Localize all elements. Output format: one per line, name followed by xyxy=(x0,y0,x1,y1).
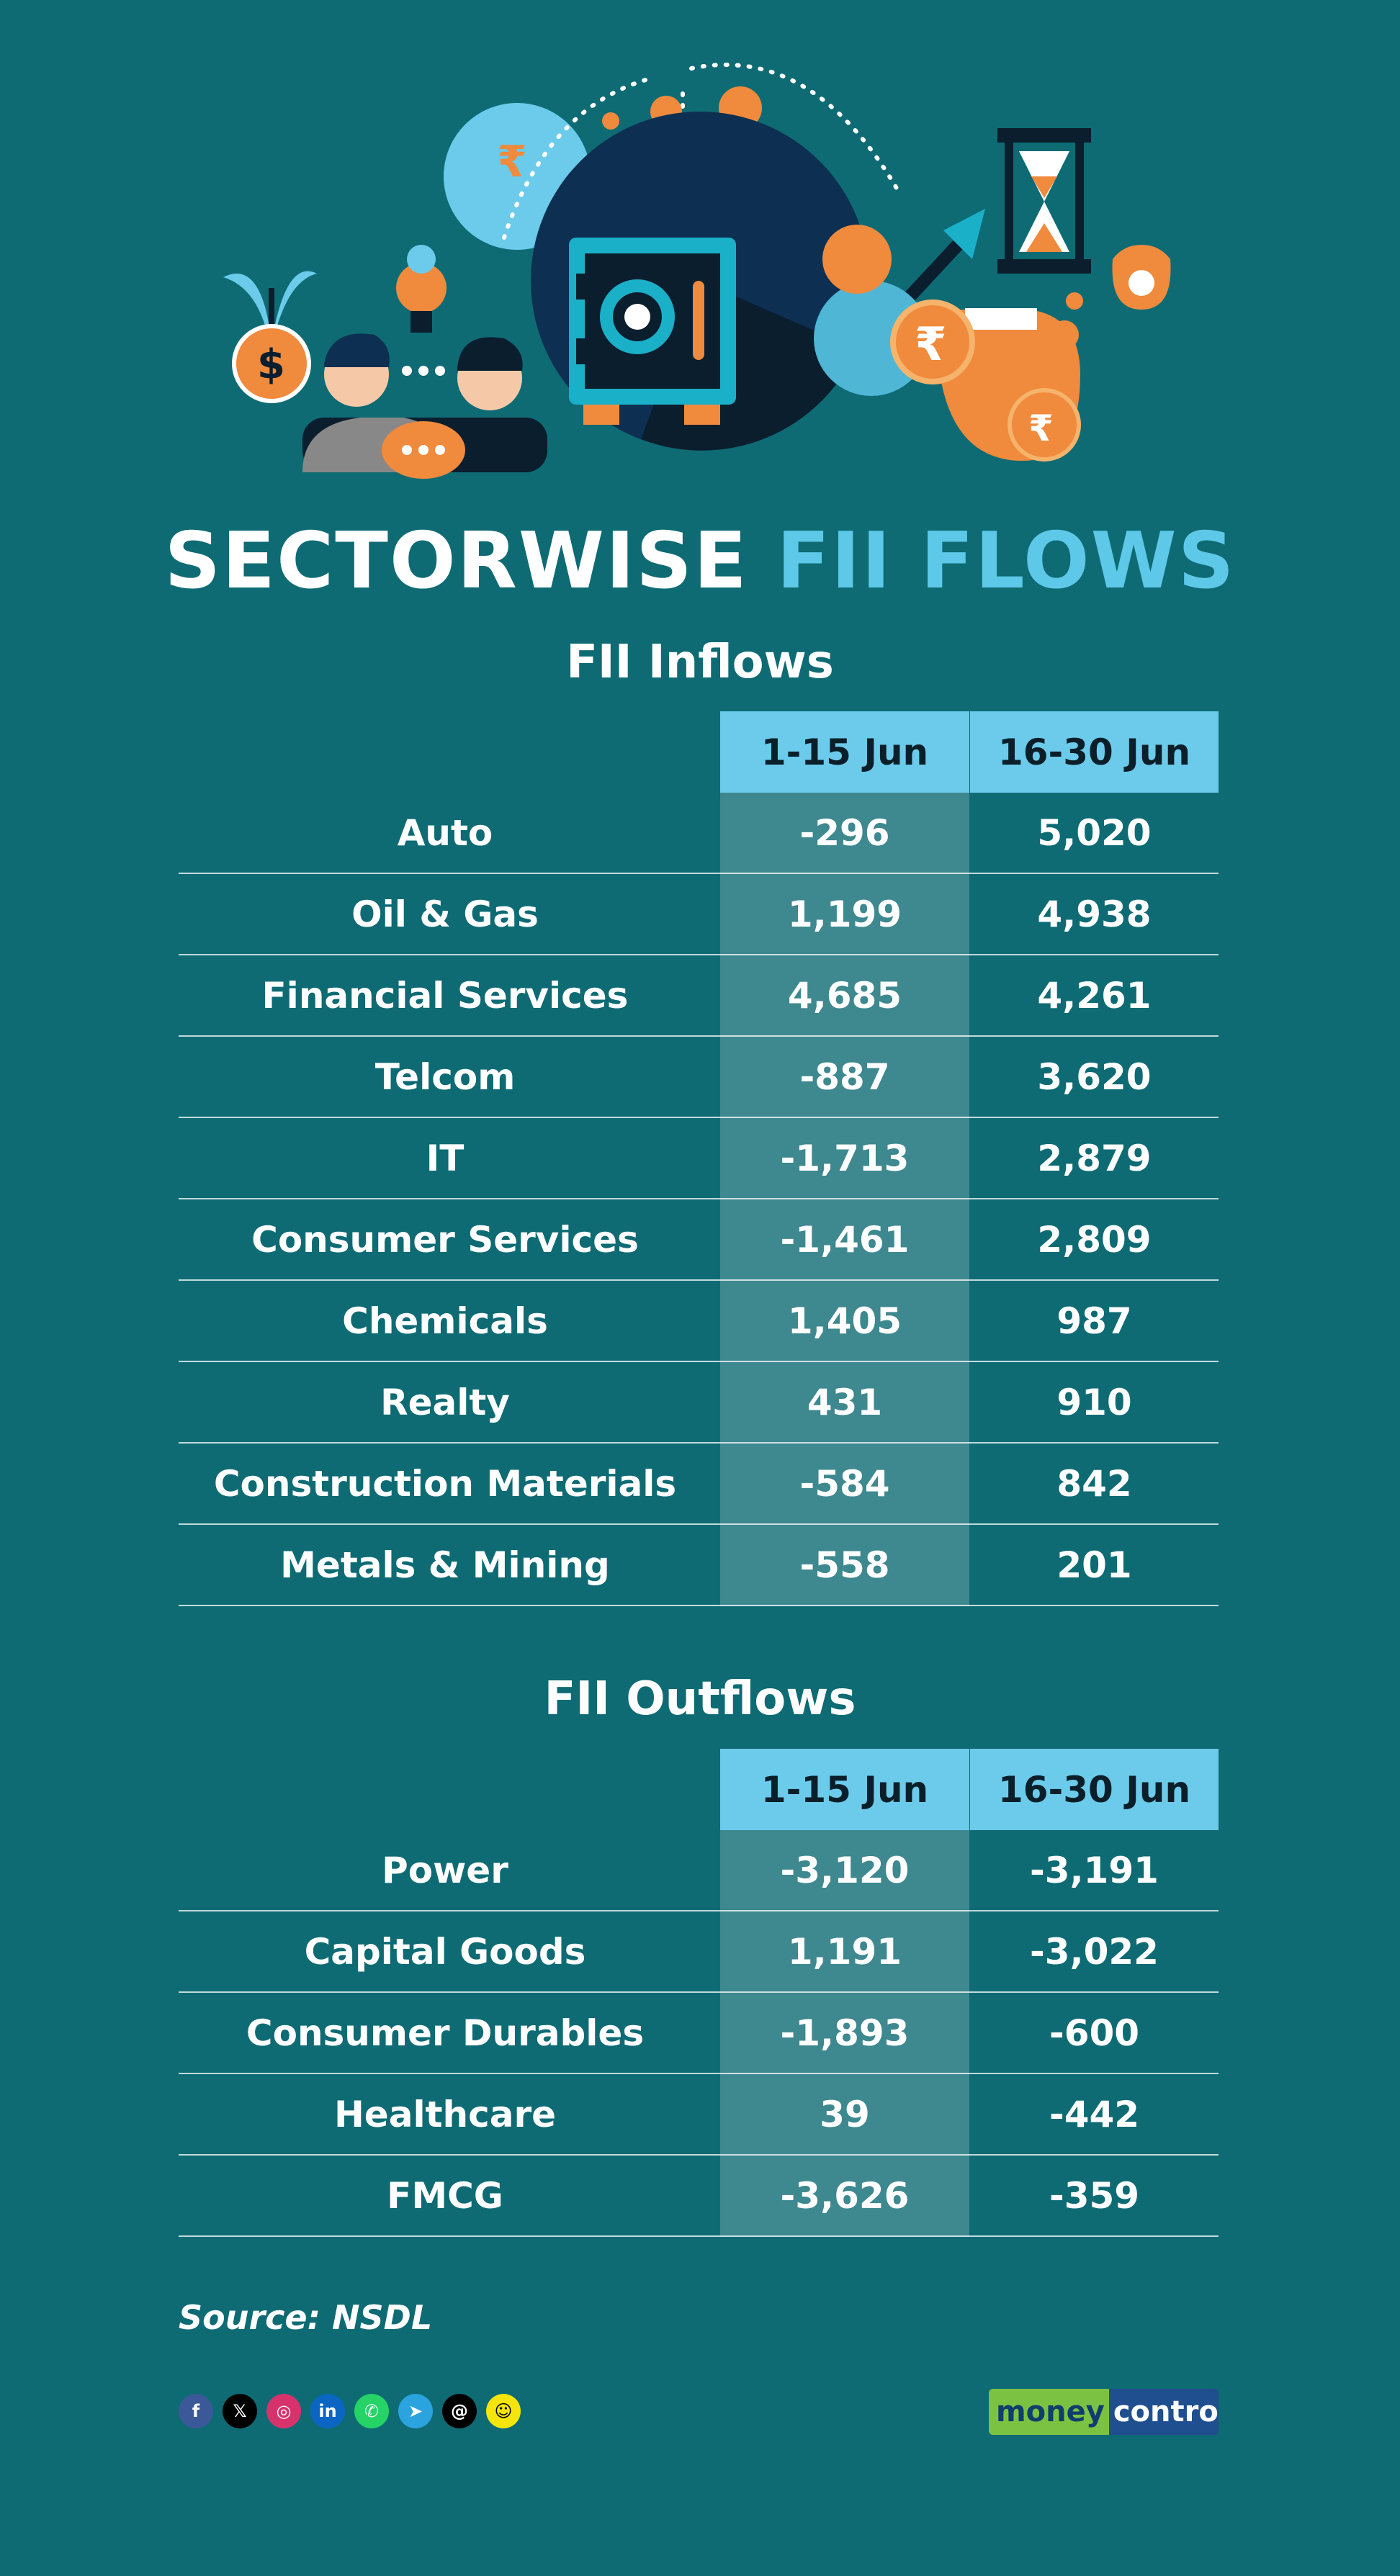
value-16-30-jun: 4,261 xyxy=(1037,974,1152,1017)
value-16-30-jun: 910 xyxy=(1056,1381,1132,1423)
row-label: FMCG xyxy=(387,2174,503,2217)
value-1-15-jun: -1,893 xyxy=(780,2012,910,2054)
table-row: Consumer Durables -1,893 -600 xyxy=(179,1993,1219,2074)
table-row: Healthcare 39 -442 xyxy=(179,2074,1219,2156)
row-label: Chemicals xyxy=(342,1300,548,1342)
outflows-table: 1-15 Jun 16-30 Jun Power -3,120 -3,191 Capi… xyxy=(179,1749,1219,2237)
value-1-15-jun: -1,713 xyxy=(780,1137,910,1179)
value-16-30-jun: 4,938 xyxy=(1037,893,1152,935)
value-16-30-jun: 842 xyxy=(1056,1462,1132,1505)
value-16-30-jun: -359 xyxy=(1049,2174,1140,2217)
row-label: Consumer Durables xyxy=(246,2012,645,2054)
value-16-30-jun: 2,879 xyxy=(1037,1137,1152,1179)
page-title-part1: SECTORWISE xyxy=(164,516,748,606)
hero-illustration: ₹ ₹ ₹ xyxy=(223,63,1171,479)
value-16-30-jun: 201 xyxy=(1056,1544,1132,1586)
snapchat-icon[interactable]: ☺ xyxy=(486,2394,521,2428)
rupee-coin-icon xyxy=(890,300,975,384)
table-row: Metals & Mining -558 201 xyxy=(179,1525,1219,1606)
value-1-15-jun: -558 xyxy=(799,1544,890,1586)
row-label: Telcom xyxy=(374,1055,516,1098)
facebook-icon[interactable]: f xyxy=(179,2394,213,2428)
row-label: Construction Materials xyxy=(213,1462,677,1505)
source-note: Source: NSDL xyxy=(179,2298,433,2337)
value-1-15-jun: -3,120 xyxy=(780,1849,910,1891)
value-16-30-jun: 2,809 xyxy=(1037,1218,1152,1261)
value-1-15-jun: 4,685 xyxy=(787,974,902,1017)
row-label: Realty xyxy=(380,1381,510,1423)
logo-part1: money xyxy=(989,2389,1109,2435)
inflows-title: FII Inflows xyxy=(566,636,834,689)
outflows-header-row: 1-15 Jun 16-30 Jun xyxy=(179,1749,1219,1830)
value-1-15-jun: -584 xyxy=(799,1462,890,1505)
value-1-15-jun: 1,405 xyxy=(787,1300,902,1342)
inflows-table: 1-15 Jun 16-30 Jun Auto -296 5,020 Oil & Ga… xyxy=(179,711,1219,1606)
row-label: Consumer Services xyxy=(251,1218,639,1261)
row-label: Metals & Mining xyxy=(280,1544,610,1586)
row-label: Capital Goods xyxy=(304,1930,586,1973)
threads-icon[interactable]: @ xyxy=(442,2394,477,2428)
value-1-15-jun: -1,461 xyxy=(780,1218,910,1261)
table-row: FMCG -3,626 -359 xyxy=(179,2156,1219,2237)
lightbulb-icon xyxy=(396,245,447,333)
value-1-15-jun: 431 xyxy=(807,1381,883,1423)
inflows-col-1-15-jun: 1-15 Jun xyxy=(720,711,969,793)
value-1-15-jun: -296 xyxy=(799,811,890,854)
table-row: Construction Materials -584 842 xyxy=(179,1444,1219,1525)
table-row: Chemicals 1,405 987 xyxy=(179,1281,1219,1362)
row-label: IT xyxy=(426,1137,465,1179)
outflows-col-16-30-jun: 16-30 Jun xyxy=(970,1749,1219,1830)
page-title-part2: FII FLOWS xyxy=(776,516,1236,606)
value-16-30-jun: 5,020 xyxy=(1037,811,1152,854)
table-row: Telcom -887 3,620 xyxy=(179,1037,1219,1118)
inflows-header-row: 1-15 Jun 16-30 Jun xyxy=(179,711,1219,793)
value-16-30-jun: -3,022 xyxy=(1030,1930,1159,1973)
people-icon xyxy=(302,333,547,479)
x-icon[interactable]: 𝕏 xyxy=(223,2394,257,2428)
table-row: Oil & Gas 1,199 4,938 xyxy=(179,874,1219,955)
svg-text:$: $ xyxy=(257,341,285,388)
value-16-30-jun: -442 xyxy=(1049,2093,1140,2135)
value-1-15-jun: 1,199 xyxy=(787,893,902,935)
svg-text:₹: ₹ xyxy=(1028,407,1054,449)
svg-text:₹: ₹ xyxy=(915,318,947,371)
inflows-body: Auto -296 5,020 Oil & Gas 1,199 4,938 Financia… xyxy=(179,793,1219,1606)
value-1-15-jun: 39 xyxy=(820,2093,870,2135)
whatsapp-icon[interactable]: ✆ xyxy=(354,2394,389,2428)
row-label: Auto xyxy=(397,811,493,854)
value-16-30-jun: 987 xyxy=(1056,1300,1132,1342)
hourglass-icon xyxy=(997,128,1091,274)
value-1-15-jun: -887 xyxy=(799,1055,890,1098)
value-1-15-jun: -3,626 xyxy=(780,2174,910,2217)
value-1-15-jun: 1,191 xyxy=(787,1930,902,1973)
outflows-body: Power -3,120 -3,191 Capital Goods 1,191 -3,02… xyxy=(179,1830,1219,2237)
table-row: Auto -296 5,020 xyxy=(179,793,1219,874)
instagram-icon[interactable]: ◎ xyxy=(266,2394,301,2428)
svg-text:₹: ₹ xyxy=(497,137,527,187)
table-row: Power -3,120 -3,191 xyxy=(179,1830,1219,1911)
table-row: IT -1,713 2,879 xyxy=(179,1118,1219,1199)
row-label: Power xyxy=(382,1849,508,1891)
inflows-col-16-30-jun: 16-30 Jun xyxy=(970,711,1219,793)
row-label: Oil & Gas xyxy=(351,893,539,935)
page-title: SECTORWISE FII FLOWS xyxy=(0,515,1400,608)
linkedin-icon[interactable]: in xyxy=(310,2394,345,2428)
logo-part2: control xyxy=(1108,2389,1219,2435)
value-16-30-jun: -600 xyxy=(1049,2012,1140,2054)
outflows-title: FII Outflows xyxy=(544,1672,856,1726)
money-bag-icon xyxy=(1112,245,1171,310)
row-label: Financial Services xyxy=(261,974,629,1017)
social-links: f 𝕏 ◎ in ✆ ➤ @ ☺ xyxy=(179,2394,521,2428)
table-row: Consumer Services -1,461 2,809 xyxy=(179,1199,1219,1281)
telegram-icon[interactable]: ➤ xyxy=(398,2394,433,2428)
table-row: Financial Services 4,685 4,261 xyxy=(179,955,1219,1037)
table-row: Realty 431 910 xyxy=(179,1362,1219,1444)
dollar-plant-icon: $ xyxy=(223,271,317,403)
value-16-30-jun: 3,620 xyxy=(1037,1055,1152,1098)
moneycontrol-logo[interactable]: money control xyxy=(989,2389,1219,2435)
row-label: Healthcare xyxy=(333,2093,557,2135)
table-row: Capital Goods 1,191 -3,022 xyxy=(179,1911,1219,1993)
outflows-col-1-15-jun: 1-15 Jun xyxy=(720,1749,969,1830)
value-16-30-jun: -3,191 xyxy=(1030,1849,1159,1891)
